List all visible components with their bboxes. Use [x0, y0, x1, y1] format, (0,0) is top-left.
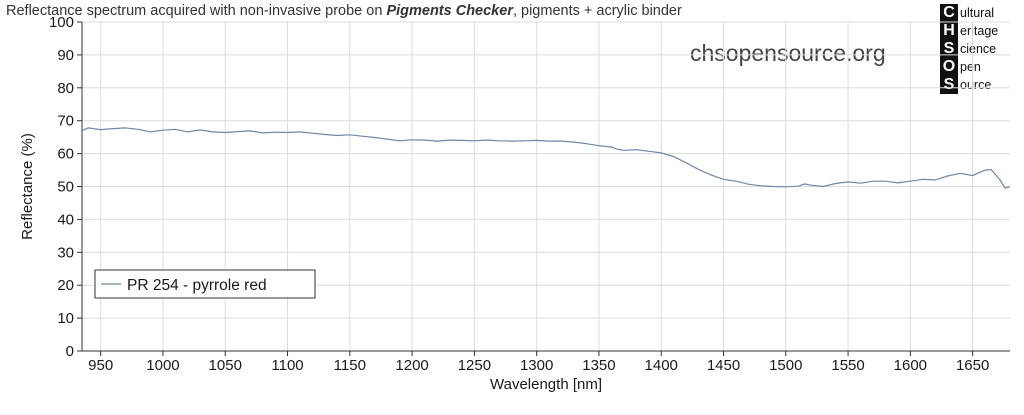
logo-letter: S — [943, 76, 955, 93]
legend-box — [94, 269, 316, 299]
legend-entry: PR 254 - pyrrole red — [127, 277, 267, 294]
x-axis-label: Wavelength [nm] — [490, 376, 602, 393]
y-tick-label: 50 — [57, 179, 74, 196]
title-bold: Pigments Checker — [386, 3, 513, 19]
x-tick-label: 1250 — [458, 357, 491, 374]
title-suffix: , pigments + acrylic binder — [512, 3, 682, 19]
logo-word: ultural — [960, 6, 995, 20]
x-tick-label: 1450 — [707, 357, 740, 374]
logo-word: cience — [960, 42, 997, 56]
y-tick-label: 100 — [49, 14, 74, 31]
y-tick-label: 40 — [57, 211, 74, 228]
y-tick-label: 90 — [57, 47, 74, 64]
x-tick-label: 1600 — [894, 357, 927, 374]
x-tick-label: 1000 — [146, 357, 179, 374]
y-tick-label: 0 — [66, 343, 74, 360]
x-tick-label: 1200 — [395, 357, 428, 374]
x-tick-label: 1050 — [209, 357, 242, 374]
x-tick-label: 1500 — [769, 357, 802, 374]
x-tick-label: 1300 — [520, 357, 553, 374]
y-axis-label: Reflectance (%) — [19, 133, 36, 240]
x-tick-label: 1400 — [645, 357, 678, 374]
x-tick-label: 1350 — [582, 357, 615, 374]
x-tick-label: 1150 — [334, 357, 366, 374]
chart-title: Reflectance spectrum acquired with non-i… — [6, 3, 682, 19]
x-tick-label: 1100 — [271, 357, 303, 374]
x-tick-label: 950 — [88, 357, 113, 374]
logo-word: ource — [960, 78, 992, 92]
logo-letter: C — [943, 4, 955, 21]
y-tick-label: 30 — [57, 244, 74, 261]
watermark: chsopensource.org — [690, 40, 886, 66]
y-tick-label: 70 — [57, 113, 74, 130]
y-tick-label: 80 — [57, 80, 74, 97]
series — [81, 127, 1011, 189]
logo-letter: O — [942, 58, 956, 75]
y-tick-label: 60 — [57, 146, 74, 163]
x-tick-label: 1650 — [956, 357, 989, 374]
grid — [82, 21, 1010, 352]
legend: PR 254 - pyrrole red — [94, 269, 316, 299]
x-ticks: 950 1000 1050 1100 1150 1200 1250 1300 1350 1400 1… — [88, 351, 989, 374]
logo-letter: S — [943, 40, 955, 57]
logo-word: pen — [960, 60, 981, 74]
logo-word: eritage — [960, 24, 999, 38]
y-ticks: 0 10 20 30 40 50 60 70 80 90 100 — [49, 14, 82, 360]
logo-bar — [940, 4, 958, 94]
y-tick-label: 20 — [57, 277, 74, 294]
series-line — [81, 127, 1011, 189]
logo-letter: H — [943, 22, 955, 39]
x-tick-label: 1550 — [831, 357, 864, 374]
title-prefix: Reflectance spectrum acquired with non-i… — [6, 3, 387, 19]
y-tick-label: 10 — [57, 310, 74, 327]
